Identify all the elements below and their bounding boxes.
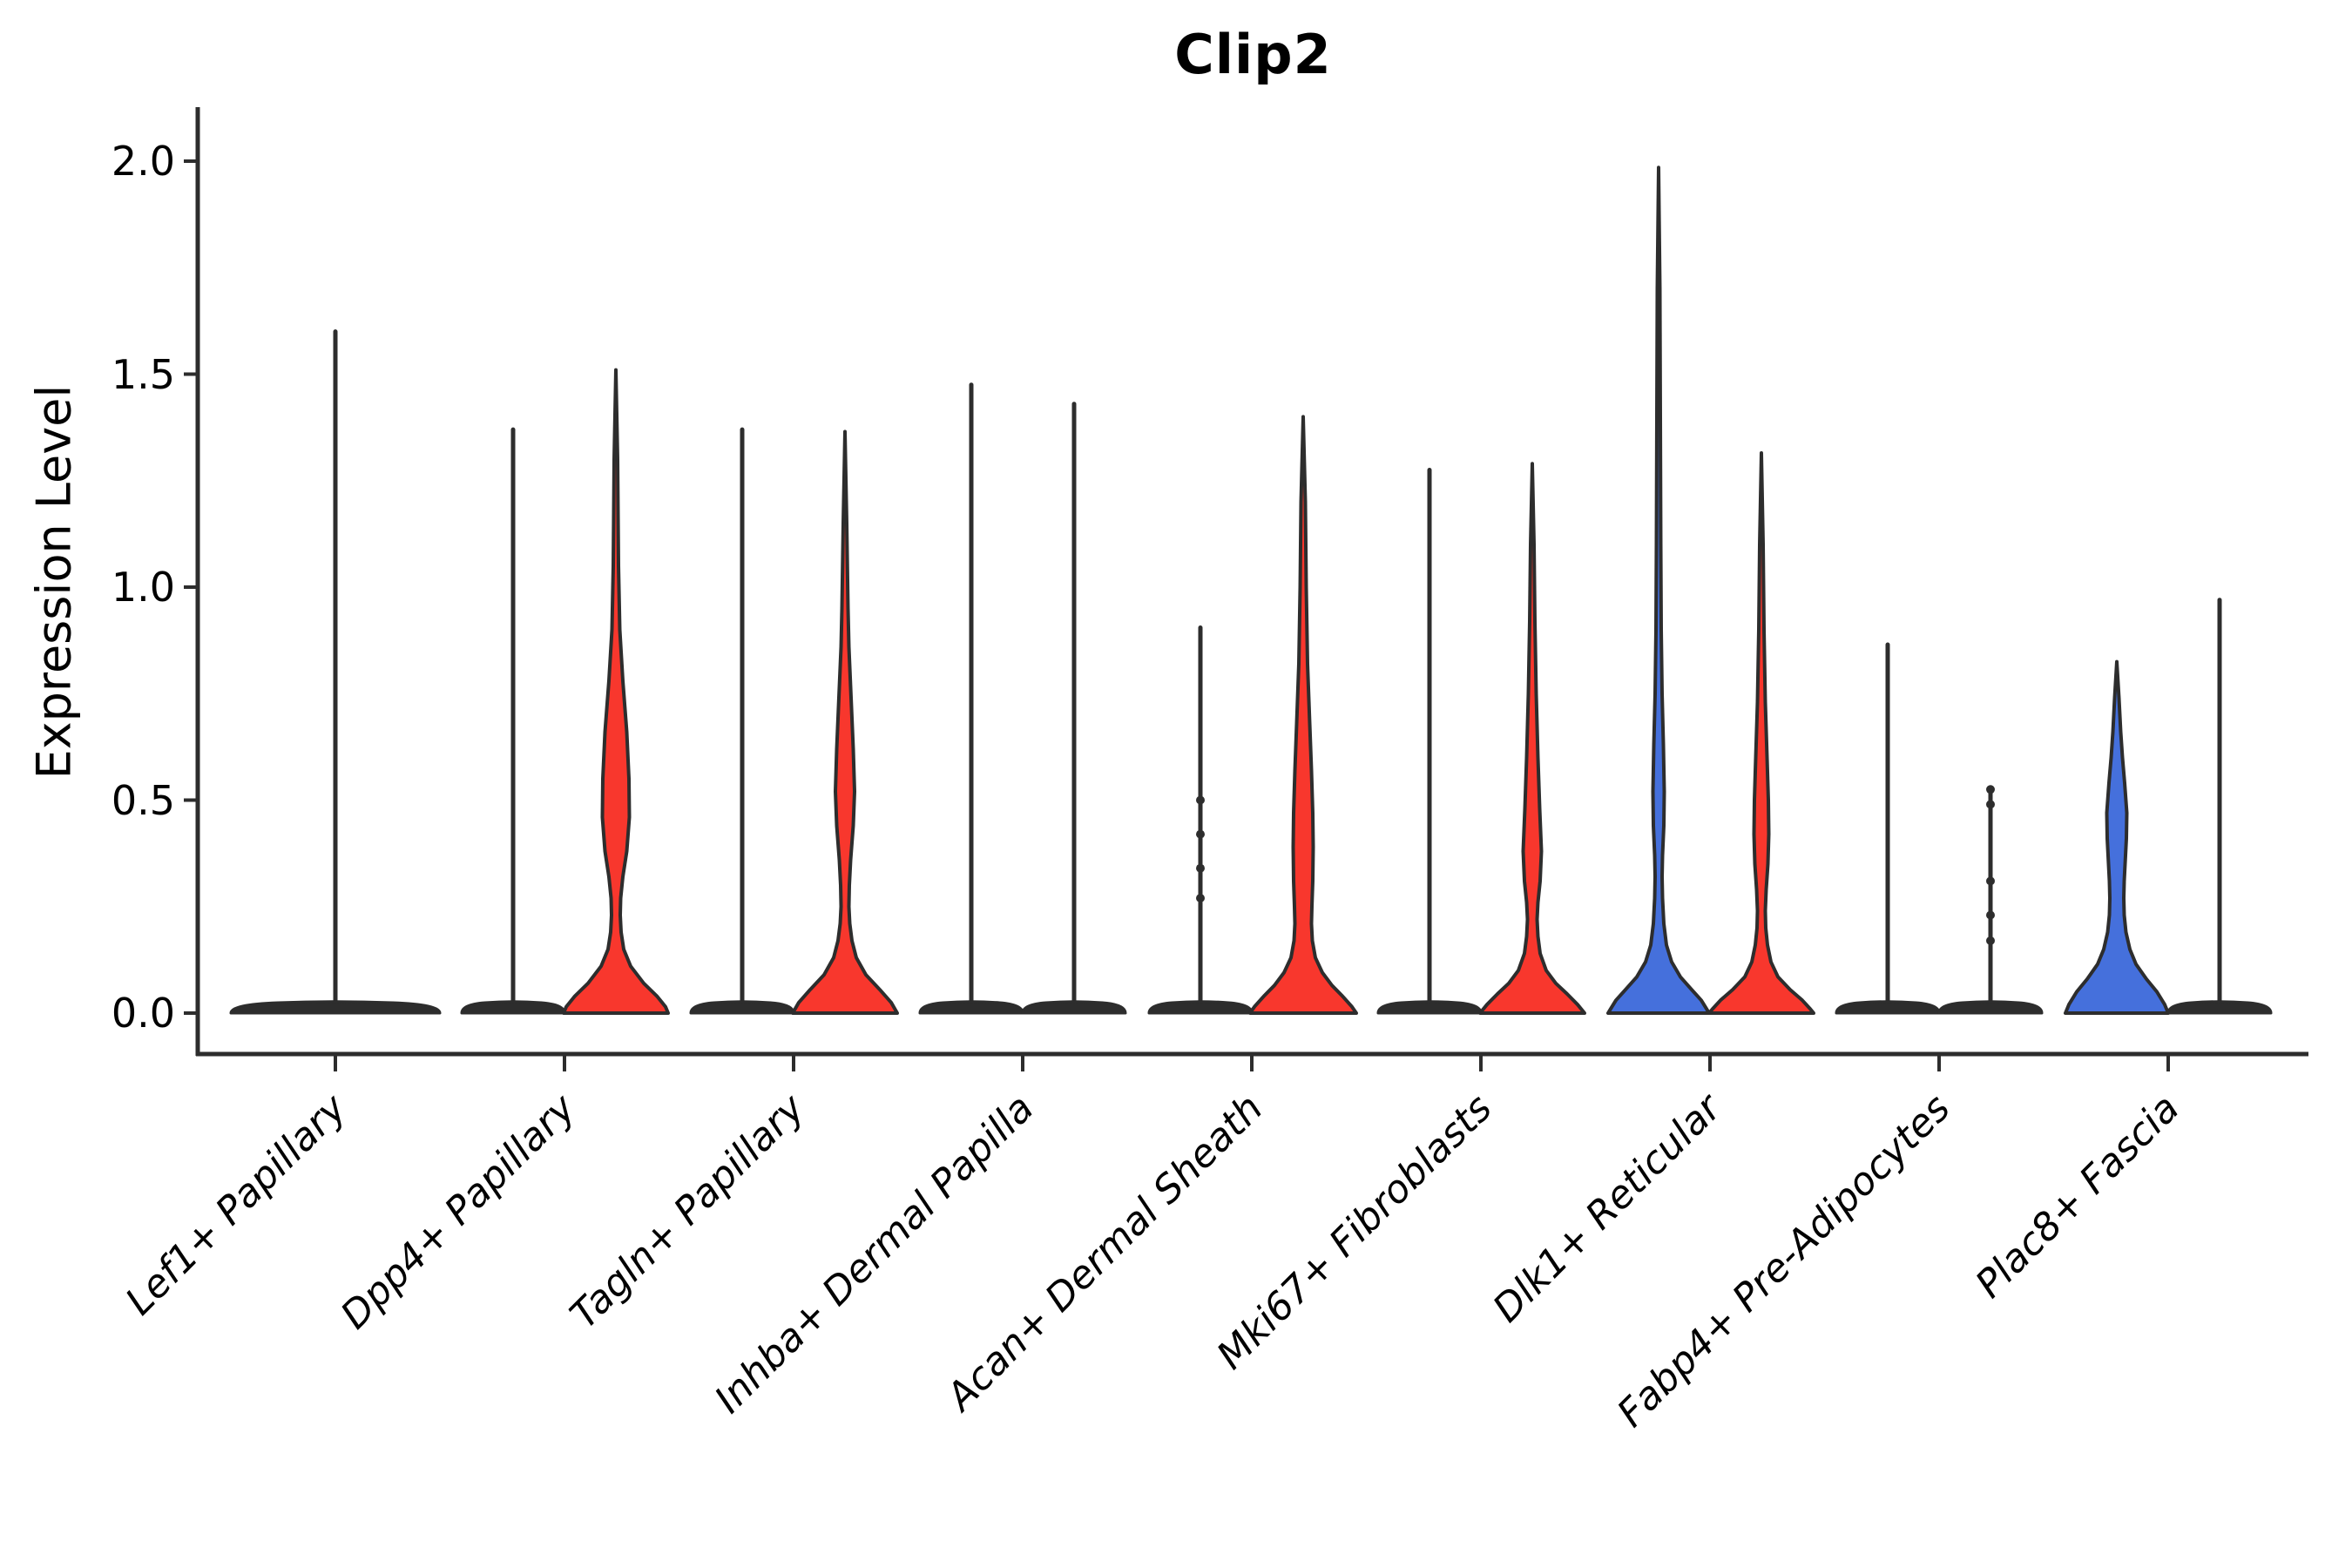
violin-acan-2 <box>1248 415 1358 1015</box>
violin-fabp4-2-point <box>1986 785 1995 794</box>
violin-lef1-0-base <box>229 1000 442 1015</box>
violin-acan-1-point <box>1196 829 1205 839</box>
y-tick-label: 1.5 <box>111 350 175 398</box>
violin-dlk1-1 <box>1606 166 1711 1015</box>
y-tick-label: 0.0 <box>111 990 175 1037</box>
y-tick-label: 2.0 <box>111 138 175 185</box>
violin-plac8-1 <box>2064 659 2170 1015</box>
violin-plac8-2-base <box>2166 1000 2273 1015</box>
violin-dpp4-1-base <box>460 1000 566 1015</box>
violin-fabp4-1-base <box>1835 1000 1941 1015</box>
violin-inhba-1-base <box>918 1000 1024 1015</box>
violin-inhba-2-base <box>1021 1000 1127 1015</box>
violin-fabp4-2-base <box>1937 1000 2044 1015</box>
violin-fabp4-2-point <box>1986 910 1995 920</box>
violin-dlk1-2 <box>1707 451 1815 1015</box>
violin-tagln-2 <box>791 429 899 1015</box>
violin-acan-1-point <box>1196 894 1205 902</box>
violin-fabp4-2-point <box>1986 876 1995 886</box>
violin-tagln-1-base <box>689 1000 795 1015</box>
violin-fabp4-2-point <box>1986 936 1995 945</box>
violin-acan-1-base <box>1147 1000 1254 1015</box>
y-tick-label: 1.0 <box>111 564 175 611</box>
violin-dpp4-2 <box>562 368 670 1015</box>
violin-acan-1-point <box>1196 863 1205 873</box>
violin-fabp4-2-point <box>1986 800 1995 809</box>
violin-mki67-1-base <box>1376 1000 1483 1015</box>
violin-acan-1-point <box>1196 795 1205 805</box>
violin-mki67-2 <box>1478 462 1586 1015</box>
chart-title: Clip2 <box>1174 23 1332 86</box>
y-tick-label: 0.5 <box>111 776 175 824</box>
